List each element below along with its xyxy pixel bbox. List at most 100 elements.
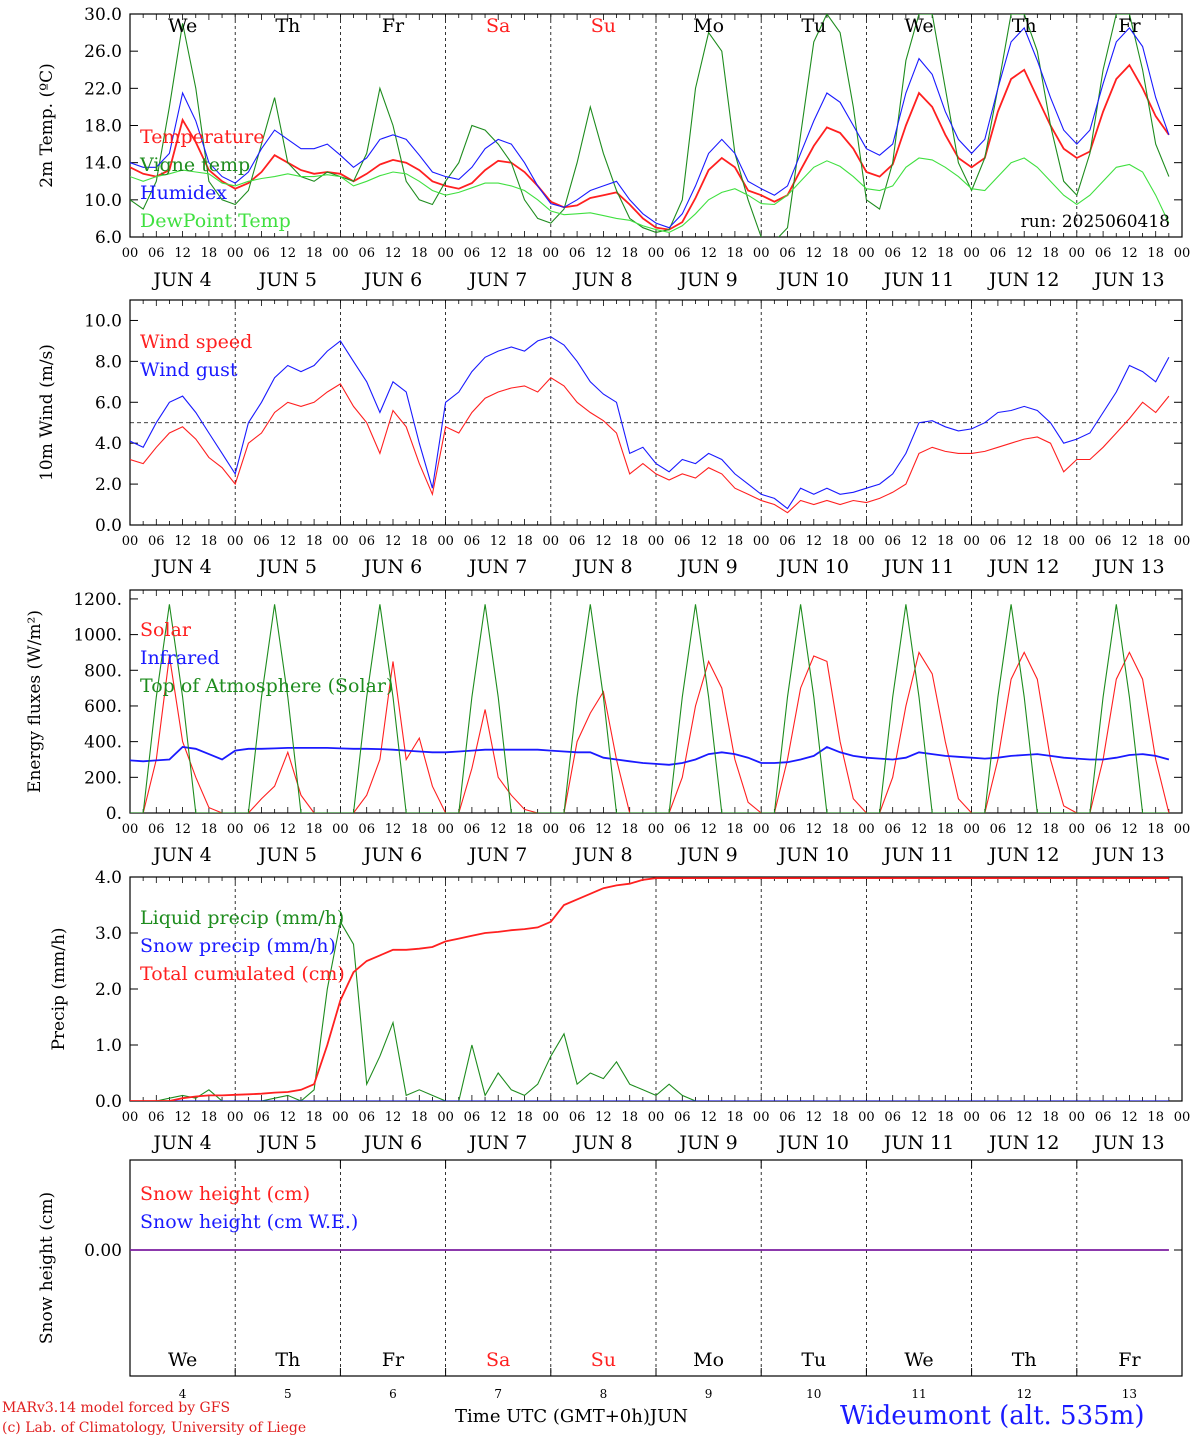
hour-tick-label: 18 — [937, 246, 954, 261]
date-label: JUN 5 — [257, 844, 317, 866]
hour-tick-label: 12 — [595, 246, 612, 261]
weekday-label-bottom: We — [168, 1349, 197, 1371]
hour-tick-label: 18 — [1147, 822, 1164, 837]
hour-tick-label: 18 — [937, 534, 954, 549]
y-tick-label: 600. — [84, 697, 122, 717]
weekday-label-bottom: Su — [591, 1349, 616, 1371]
y-tick-label: 6.0 — [95, 393, 122, 413]
hour-tick-label: 12 — [1016, 1110, 1033, 1125]
hour-tick-label: 12 — [174, 246, 191, 261]
hour-tick-label: 06 — [358, 1110, 375, 1125]
weekday-label-bottom: Mo — [693, 1349, 724, 1371]
hour-tick-label: 18 — [516, 246, 533, 261]
hour-tick-label: 12 — [385, 822, 402, 837]
hour-tick-label: 18 — [516, 1110, 533, 1125]
hour-tick-label: 18 — [832, 534, 849, 549]
hour-tick-label: 12 — [806, 246, 823, 261]
hour-tick-label: 00 — [122, 534, 139, 549]
date-label: JUN 6 — [362, 844, 422, 866]
hour-tick-label: 06 — [884, 534, 901, 549]
hour-tick-label: 18 — [306, 534, 323, 549]
weekday-label-bottom: Fr — [382, 1349, 405, 1371]
hour-tick-label: 06 — [674, 534, 691, 549]
hour-tick-label: 18 — [306, 1110, 323, 1125]
date-label: JUN 4 — [151, 556, 211, 578]
time-axis-text: Time UTC (GMT+0h) — [455, 1406, 650, 1427]
hour-tick-label: 06 — [464, 534, 481, 549]
legend-entry: Snow height (cm W.E.) — [140, 1211, 358, 1233]
hour-tick-label: 00 — [122, 246, 139, 261]
series-line-total-cumulated-cm- — [130, 877, 1169, 1101]
date-label: JUN 10 — [777, 556, 849, 578]
hour-tick-label: 18 — [727, 1110, 744, 1125]
date-label: JUN 8 — [572, 269, 632, 291]
hour-tick-label: 06 — [1095, 822, 1112, 837]
weekday-label-bottom: Fr — [1118, 1349, 1141, 1371]
hour-tick-label: 12 — [280, 822, 297, 837]
hour-tick-label: 18 — [201, 822, 218, 837]
hour-tick-label: 12 — [1121, 534, 1138, 549]
hour-tick-label: 12 — [490, 246, 507, 261]
series-line-top-of-atmosphere-solar- — [130, 604, 1169, 813]
series-line-infrared — [130, 745, 1170, 766]
date-label: JUN 13 — [1092, 269, 1164, 291]
hour-tick-label: 12 — [595, 534, 612, 549]
hour-tick-label: 00 — [963, 246, 980, 261]
hour-tick-label: 06 — [464, 822, 481, 837]
date-label: JUN 12 — [987, 1132, 1059, 1154]
panel-frame — [129, 299, 1183, 526]
hour-tick-label: 00 — [648, 534, 665, 549]
day-number: 10 — [806, 1387, 821, 1401]
hour-tick-label: 00 — [227, 1110, 244, 1125]
hour-tick-label: 06 — [674, 1110, 691, 1125]
hour-tick-label: 12 — [700, 534, 717, 549]
hour-tick-label: 06 — [253, 534, 270, 549]
y-tick-label: 1200. — [73, 590, 122, 610]
weekday-label-top: Fr — [1118, 15, 1141, 37]
day-number: 6 — [389, 1387, 397, 1401]
weekday-label-bottom: We — [904, 1349, 933, 1371]
hour-tick-label: 06 — [253, 1110, 270, 1125]
series-line-wind-speed — [130, 376, 1170, 514]
hour-tick-label: 00 — [543, 822, 560, 837]
date-label: JUN 11 — [882, 844, 954, 866]
hour-tick-label: 18 — [411, 534, 428, 549]
station-title: Wideumont (alt. 535m) — [840, 1401, 1145, 1431]
hour-tick-label: 12 — [490, 534, 507, 549]
y-tick-label: 0.00 — [84, 1241, 122, 1261]
y-tick-label: 3.0 — [95, 924, 122, 944]
series-line-humidex — [130, 26, 1170, 229]
series-line-vigne-temp — [130, 14, 1170, 237]
date-label: JUN 5 — [257, 269, 317, 291]
hour-tick-label: 00 — [437, 1110, 454, 1125]
day-number: 9 — [705, 1387, 713, 1401]
hour-tick-label: 12 — [1016, 534, 1033, 549]
hour-tick-label: 00 — [1174, 534, 1191, 549]
hour-tick-label: 06 — [674, 822, 691, 837]
series-line-liquid-precip-mm-h- — [130, 920, 1169, 1101]
date-label: JUN 13 — [1092, 844, 1164, 866]
hour-tick-label: 06 — [990, 246, 1007, 261]
y-tick-label: 1000. — [73, 626, 122, 646]
hour-tick-label: 18 — [727, 534, 744, 549]
date-label: JUN 8 — [572, 844, 632, 866]
hour-tick-label: 18 — [201, 534, 218, 549]
y-tick-label: 0.0 — [95, 516, 122, 536]
y-axis-label: Snow height (cm) — [37, 1192, 57, 1344]
hour-tick-label: 12 — [806, 534, 823, 549]
hour-tick-label: 00 — [753, 822, 770, 837]
hour-tick-label: 18 — [937, 822, 954, 837]
hour-tick-label: 00 — [1174, 822, 1191, 837]
hour-tick-label: 06 — [1095, 1110, 1112, 1125]
date-label: JUN 12 — [987, 269, 1059, 291]
y-tick-label: 2.0 — [95, 980, 122, 1000]
day-number: 4 — [179, 1387, 187, 1401]
y-axis-label: Precip (mm/h) — [49, 927, 69, 1050]
legend-entry: Wind gust — [140, 359, 238, 381]
date-label: JUN 10 — [777, 844, 849, 866]
panel-frame — [129, 13, 1183, 238]
date-label: JUN 13 — [1092, 556, 1164, 578]
model-credit: MARv3.14 model forced by GFS — [2, 1400, 231, 1416]
hour-tick-label: 00 — [648, 246, 665, 261]
